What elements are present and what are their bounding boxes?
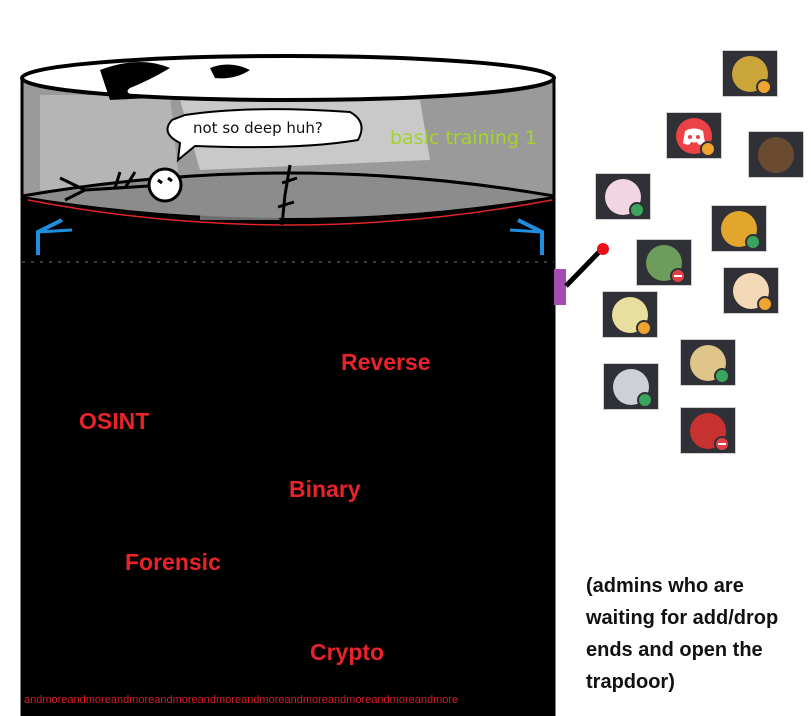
- admin-avatar-4[interactable]: [595, 173, 651, 220]
- admin-avatar-7[interactable]: [723, 267, 779, 314]
- discord-glyph-icon: [683, 128, 705, 145]
- status-online-icon: [629, 202, 645, 218]
- rim-scribble: [100, 61, 170, 100]
- admin-avatar-3[interactable]: [748, 131, 804, 178]
- admin-avatar-2[interactable]: [666, 112, 722, 159]
- status-idle-icon: [757, 296, 773, 312]
- speech-bubble: [166, 108, 363, 163]
- category-crypto: Crypto: [310, 639, 385, 665]
- floor-seam: [280, 164, 292, 226]
- left-hinge-bar: [37, 228, 73, 234]
- category-osint: OSINT: [79, 408, 150, 434]
- lever-arm: [564, 248, 603, 288]
- soldier-avatar-icon: [758, 137, 794, 173]
- category-binary: Binary: [289, 476, 361, 502]
- lever-base: [554, 269, 566, 305]
- status-online-icon: [637, 392, 653, 408]
- admin-avatar-1[interactable]: [722, 50, 778, 97]
- rim-scribble-small: [210, 64, 250, 79]
- footer-scrawl: andmoreandmoreandmoreandmoreandmoreandmo…: [24, 694, 459, 706]
- status-idle-icon: [636, 320, 652, 336]
- category-reverse: Reverse: [341, 349, 431, 375]
- admin-avatar-10[interactable]: [603, 363, 659, 410]
- admin-avatar-9[interactable]: [680, 339, 736, 386]
- admin-avatar-11[interactable]: [680, 407, 736, 454]
- level-label: basic training 1: [390, 127, 538, 149]
- status-idle-icon: [700, 141, 716, 157]
- seam-tick-1: [281, 176, 298, 185]
- pit-body: [22, 196, 554, 716]
- speech-bubble-text: not so deep huh?: [193, 119, 323, 137]
- seam-tick-2: [277, 200, 295, 209]
- admins-note: (admins who are waiting for add/drop end…: [586, 575, 779, 693]
- cylinder-light-region-left: [40, 95, 180, 190]
- trapdoor-edge: [27, 199, 553, 226]
- status-online-icon: [745, 234, 761, 250]
- status-dnd-icon: [714, 436, 730, 452]
- cylinder-top-rim: [20, 54, 556, 102]
- stick-figure-icon: [59, 167, 183, 203]
- category-forensic: Forensic: [125, 549, 221, 575]
- status-idle-icon: [756, 79, 772, 95]
- status-online-icon: [714, 368, 730, 384]
- right-hinge-bar: [509, 228, 543, 234]
- lever-knob: [597, 243, 609, 255]
- admin-avatar-5[interactable]: [711, 205, 767, 252]
- admin-avatar-6[interactable]: [636, 239, 692, 286]
- admin-avatar-8[interactable]: [602, 291, 658, 338]
- status-dnd-icon: [670, 268, 686, 284]
